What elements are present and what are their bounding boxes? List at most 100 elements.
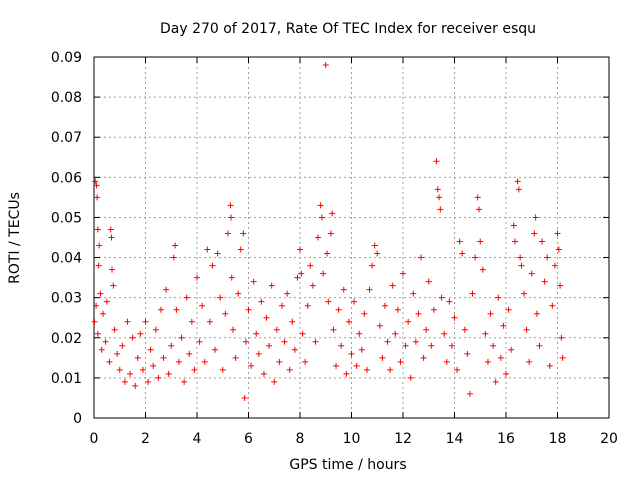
y-axis-label: ROTI / TECUs [7,192,23,284]
data-point [514,178,521,185]
data-point [340,286,347,293]
data-point [532,214,539,221]
data-point [92,178,99,185]
data-point [230,326,237,333]
data-point [260,370,267,377]
data-point [94,330,101,337]
data-point [479,266,486,273]
data-point [469,290,476,297]
data-point [276,358,283,365]
data-point [307,262,314,269]
data-point [163,286,170,293]
data-point [438,294,445,301]
data-point [266,342,273,349]
data-point [497,354,504,361]
data-point [145,378,152,385]
data-point [546,362,553,369]
data-point [102,338,109,345]
data-point [175,358,182,365]
data-point [402,342,409,349]
data-point [484,358,491,365]
data-point [477,238,484,245]
data-point [343,370,350,377]
data-point [170,254,177,261]
data-point [353,362,360,369]
data-point [454,366,461,373]
data-point [459,250,466,257]
data-point [168,342,175,349]
data-point [165,370,172,377]
x-tick-label: 4 [193,431,202,447]
data-point [464,350,471,357]
x-tick-label: 8 [296,431,305,447]
x-axis-label: GPS time / hours [289,457,406,473]
data-point [335,306,342,313]
data-point [97,290,104,297]
data-point [430,306,437,313]
data-point [242,338,249,345]
data-point [533,310,540,317]
data-point [278,302,285,309]
data-point [325,298,332,305]
data-point [345,318,352,325]
y-tick-label: 0.03 [51,291,82,307]
data-point [510,222,517,229]
data-point [181,378,188,385]
data-point [436,194,443,201]
data-point [281,338,288,345]
x-tick-label: 6 [244,431,253,447]
data-point [250,278,257,285]
x-tick-label: 0 [90,431,99,447]
data-point [320,270,327,277]
data-point [428,342,435,349]
data-point [490,342,497,349]
data-point [528,270,535,277]
data-point [437,206,444,213]
data-point [324,250,331,257]
data-point [116,366,123,373]
data-point [503,370,509,377]
data-point [512,238,519,245]
x-tick-label: 18 [549,431,567,447]
data-point [555,246,562,253]
data-point [495,294,502,301]
data-point [309,282,316,289]
data-point [129,334,136,341]
data-point [397,358,404,365]
data-point [107,226,114,233]
data-point [400,270,406,277]
data-point [109,266,116,273]
data-point [206,318,213,325]
data-point [268,282,275,289]
data-point [517,254,524,261]
y-tick-label: 0.02 [51,331,82,347]
data-point [224,230,231,237]
data-point [157,306,164,313]
data-point [212,346,219,353]
data-point [297,246,303,253]
data-point [557,282,564,289]
data-point [461,326,468,333]
data-point [227,214,234,221]
data-point [448,342,455,349]
data-point [536,342,543,349]
data-point [425,278,432,285]
data-point [286,366,293,373]
data-point [434,186,441,193]
data-point [121,378,128,385]
data-point [433,158,440,165]
data-point [531,230,538,237]
data-point [544,254,551,261]
data-point [240,230,247,237]
data-point [188,318,195,325]
data-point [298,270,305,277]
data-point [446,298,453,305]
data-point [291,346,298,353]
data-point [361,310,368,317]
data-point [338,342,345,349]
data-point [515,186,522,193]
data-point [366,286,373,293]
data-point [228,274,235,281]
data-point [219,366,226,373]
